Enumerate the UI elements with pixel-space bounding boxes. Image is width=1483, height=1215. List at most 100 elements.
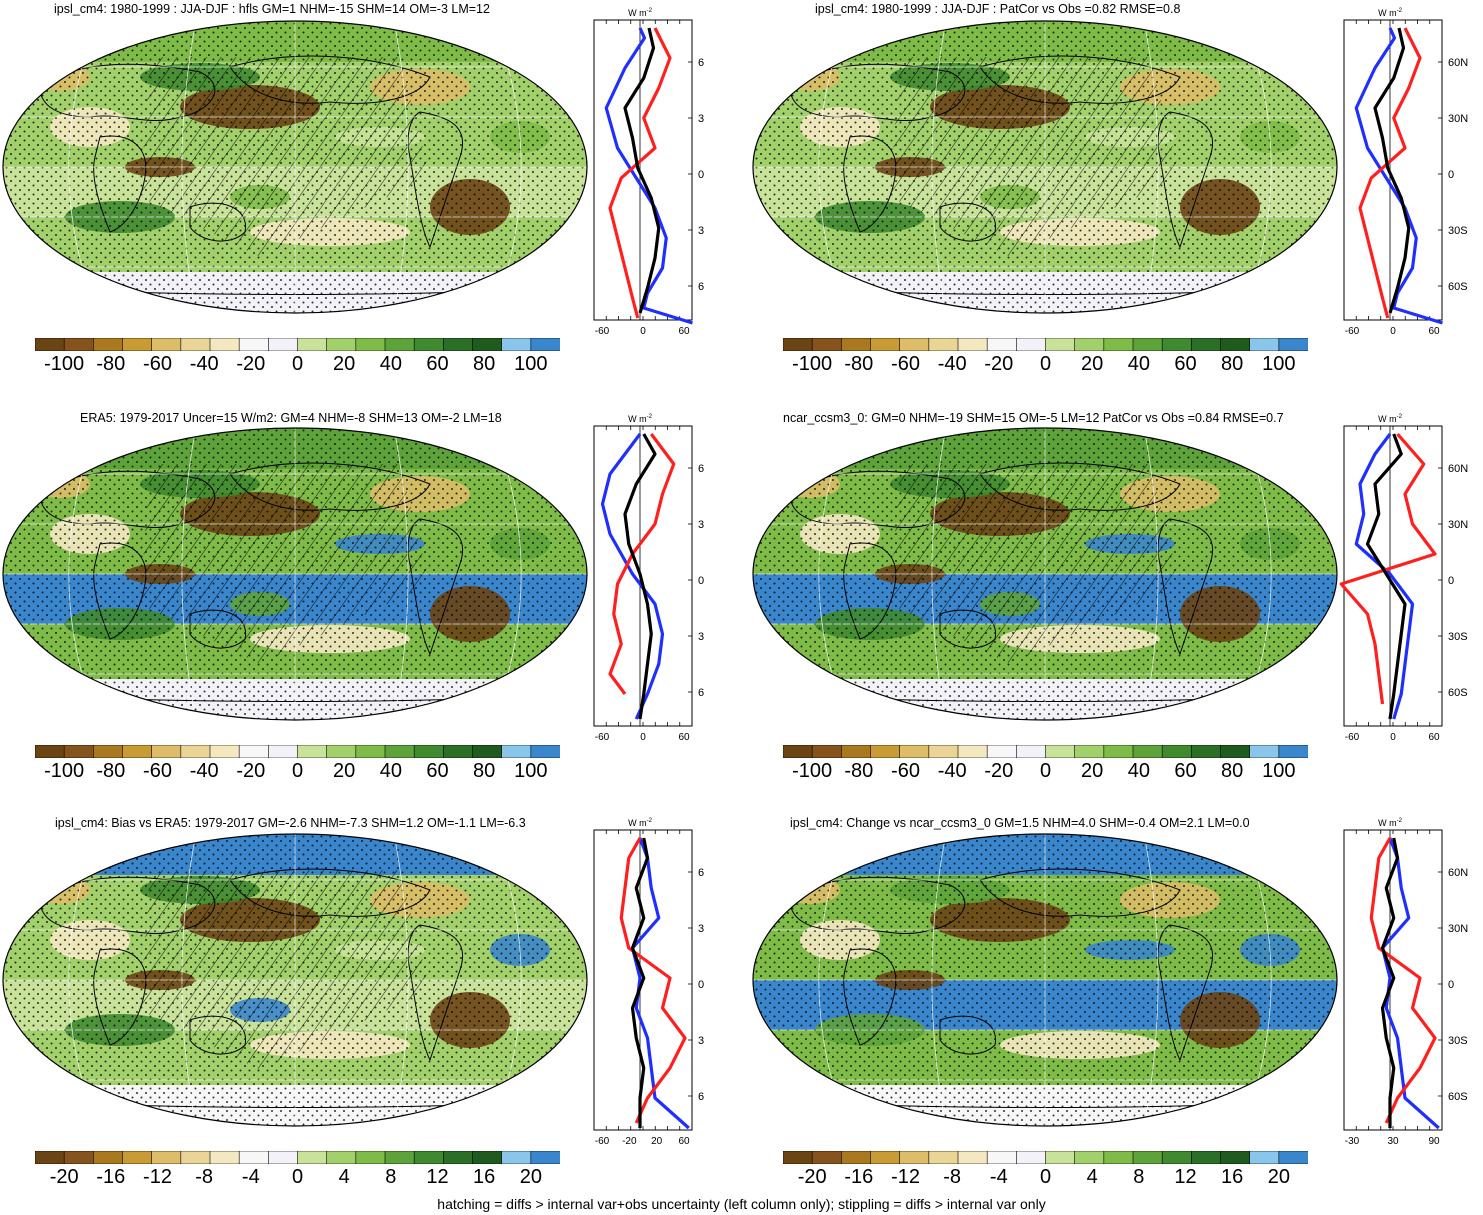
colorbar [783, 1151, 1308, 1164]
panel-title: ipsl_cm4: Change vs ncar_ccsm3_0 GM=1.5 … [790, 816, 1250, 830]
colorbar-tick-label: -100 [44, 760, 85, 782]
colorbar-swatch [63, 338, 95, 351]
colorbar-tick-label: 100 [1262, 353, 1296, 375]
profile-y-tick-label: 30S [1448, 225, 1468, 237]
colorbar-swatch [1103, 338, 1134, 351]
colorbar-tick-label: 40 [379, 353, 402, 375]
colorbar-swatch [986, 1151, 1018, 1164]
colorbar-swatch [811, 1151, 843, 1164]
colorbar-tick-label: 60 [1174, 760, 1197, 782]
profile-x-tick-label: 0 [640, 732, 646, 743]
colorbar-swatch [384, 745, 415, 758]
colorbar-swatch [35, 1151, 65, 1164]
colorbar-swatch [841, 338, 872, 351]
colorbar-tick-label: 12 [1174, 1166, 1197, 1188]
colorbar-swatch [1249, 1151, 1280, 1164]
colorbar [35, 745, 560, 758]
colorbar-tick-label: -100 [44, 353, 85, 375]
profile-x-tick-label: 20 [651, 1136, 663, 1147]
panel-title: ipsl_cm4: 1980-1999 : JJA-DJF : PatCor v… [815, 2, 1181, 16]
profile-x-tick-label: -60 [595, 326, 610, 337]
zonal-mean-profile: W m-2 -30 30 90 60N 30N 0 30S 60S [1343, 818, 1468, 1147]
profile-y-tick-label: 30N [1448, 113, 1468, 125]
colorbar-tick-label: 40 [379, 760, 402, 782]
colorbar-swatch [151, 338, 182, 351]
profile-y-tick-label: 60N [698, 867, 704, 879]
colorbar-swatch [928, 338, 959, 351]
colorbar-swatch [443, 1151, 474, 1164]
colorbar-tick-label: -80 [96, 353, 126, 375]
colorbar-swatch [443, 338, 474, 351]
colorbar-tick-label: -40 [189, 353, 219, 375]
colorbar-tick-label: 8 [385, 1166, 397, 1188]
profile-line-black [623, 27, 661, 314]
colorbar-tick-label: 100 [1262, 760, 1296, 782]
zonal-mean-profile: W m-2 -60 0 60 60N 30N 0 30S 60S [1339, 414, 1468, 743]
colorbar-tick-label: 20 [1081, 353, 1104, 375]
colorbar-swatch [297, 1151, 328, 1164]
profile-y-tick-label: 60N [1448, 867, 1468, 879]
colorbar-swatch [238, 338, 270, 351]
zonal-mean-profile: W m-2 -60 -20 20 60 60N 30N 0 30S 60S [593, 818, 704, 1147]
colorbar-tick-label: 100 [514, 760, 548, 782]
colorbar-swatch [1074, 745, 1105, 758]
colorbar-swatch [472, 1151, 503, 1164]
figure-footnote: hatching = diffs > internal var+obs unce… [437, 1196, 1046, 1212]
colorbar-tick-label: -16 [96, 1166, 126, 1188]
colorbar-swatch [501, 338, 532, 351]
colorbar-tick-label: 16 [1221, 1166, 1244, 1188]
world-map [2, 20, 588, 314]
profile-y-tick-label: 30N [1448, 519, 1468, 531]
colorbar-swatch [122, 338, 153, 351]
colorbar-swatch [1191, 338, 1222, 351]
colorbar-swatch [1045, 338, 1076, 351]
profile-y-tick-label: 60S [1448, 281, 1468, 293]
panel-title: ncar_ccsm3_0: GM=0 NHM=-19 SHM=15 OM=-5 … [783, 411, 1284, 425]
colorbar-swatch [870, 1151, 901, 1164]
profile-y-tick-label: 30N [698, 519, 704, 531]
world-map [2, 833, 588, 1127]
colorbar-swatch [530, 338, 560, 351]
colorbar-swatch [841, 1151, 872, 1164]
colorbar-swatch [209, 338, 240, 351]
profile-x-tick-label: -60 [595, 1136, 610, 1147]
colorbar-tick-label: 80 [1221, 760, 1244, 782]
world-map [752, 427, 1338, 721]
colorbar-tick-label: 80 [473, 353, 496, 375]
profile-line-red [1339, 432, 1437, 705]
profile-x-tick-label: 0 [640, 326, 646, 337]
profile-y-tick-label: 0 [698, 169, 704, 181]
units-label: W m-2 [628, 818, 652, 828]
colorbar-tick-label: 0 [291, 353, 304, 375]
colorbar-swatch [1220, 1151, 1251, 1164]
colorbar-swatch [783, 1151, 813, 1164]
profile-line-red [619, 837, 687, 1124]
zonal-mean-profile: W m-2 -60 0 60 60N 30N 0 30S 60S [593, 414, 704, 743]
world-map [2, 427, 588, 721]
colorbar-tick-label: 4 [338, 1166, 350, 1188]
profile-line-black [1365, 433, 1407, 720]
profile-y-tick-label: 0 [1448, 169, 1454, 181]
colorbar-tick-label: -4 [241, 1166, 260, 1188]
profile-x-tick-label: 0 [1390, 326, 1396, 337]
colorbar-swatch [1161, 338, 1193, 351]
colorbar [783, 338, 1308, 351]
colorbar-swatch [530, 745, 560, 758]
profile-x-tick-label: 60 [678, 1136, 690, 1147]
colorbar-tick-label: -100 [792, 353, 833, 375]
profile-line-red [1358, 27, 1422, 319]
colorbar-swatch [180, 745, 211, 758]
colorbar-tick-label: -100 [792, 760, 833, 782]
colorbar-swatch [957, 1151, 988, 1164]
profile-y-tick-label: 0 [1448, 575, 1454, 587]
profile-line-blue [600, 433, 665, 720]
colorbar-swatch [986, 338, 1018, 351]
profile-x-tick-label: 0 [1390, 732, 1396, 743]
profile-y-tick-label: 60S [698, 687, 704, 699]
colorbar-swatch [1103, 745, 1134, 758]
colorbar-swatch [1016, 338, 1047, 351]
colorbar-tick-label: -20 [984, 353, 1014, 375]
colorbar-swatch [1045, 1151, 1076, 1164]
colorbar-swatch [238, 1151, 270, 1164]
colorbar-tick-label: -60 [891, 760, 920, 782]
